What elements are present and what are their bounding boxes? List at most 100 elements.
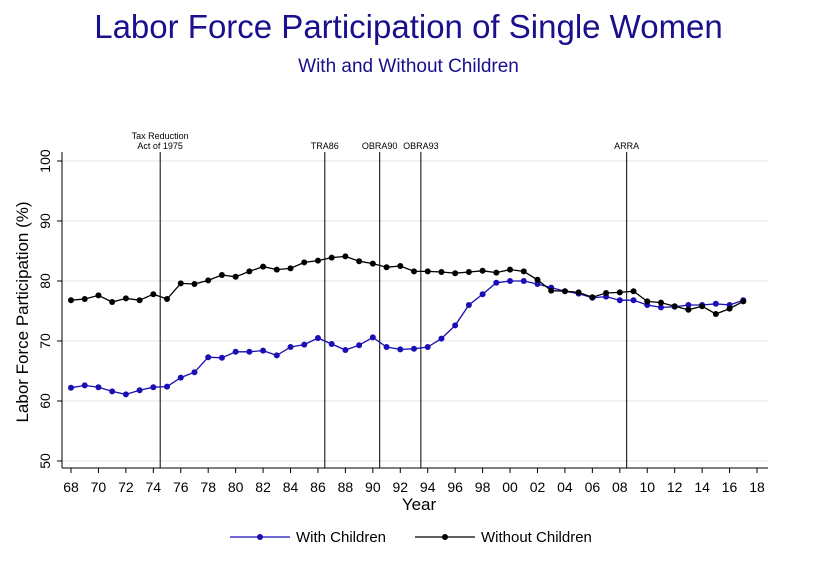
- data-point: [424, 268, 431, 275]
- data-point: [81, 382, 88, 389]
- data-point: [273, 352, 280, 359]
- data-point: [356, 342, 363, 349]
- data-point: [287, 344, 294, 350]
- event-label: OBRA93: [403, 141, 439, 151]
- x-tick-label: 68: [63, 479, 79, 495]
- legend-marker: [257, 534, 263, 540]
- data-point: [95, 384, 102, 391]
- data-point: [369, 260, 376, 267]
- y-ticks: 50 60 70 80 90 100: [37, 149, 62, 469]
- data-point: [164, 296, 171, 302]
- data-point: [328, 254, 335, 261]
- data-point: [561, 288, 568, 295]
- x-tick-label: 08: [612, 479, 628, 495]
- data-point: [287, 265, 294, 272]
- data-point: [726, 305, 733, 312]
- legend-item: Without Children: [415, 529, 592, 546]
- y-tick-label: 70: [37, 333, 53, 349]
- data-point: [122, 391, 129, 398]
- data-point: [685, 302, 692, 308]
- data-point: [122, 295, 129, 302]
- chart-subtitle: With and Without Children: [298, 56, 519, 77]
- data-point: [205, 277, 212, 284]
- data-point: [507, 278, 514, 284]
- data-point: [232, 348, 239, 355]
- event-label: Tax Reduction: [132, 131, 189, 141]
- data-point: [712, 300, 719, 307]
- data-point: [383, 344, 390, 350]
- data-point: [246, 268, 253, 275]
- data-point: [411, 268, 417, 275]
- x-tick-label: 00: [502, 479, 518, 495]
- data-point: [314, 335, 321, 341]
- x-tick-label: 14: [694, 479, 710, 495]
- data-point: [397, 346, 404, 353]
- x-tick-label: 16: [722, 479, 738, 495]
- data-point: [438, 335, 445, 342]
- data-point: [81, 296, 88, 302]
- y-tick-label: 80: [37, 273, 53, 289]
- x-tick-label: 90: [365, 479, 381, 495]
- data-point: [301, 259, 308, 266]
- data-point: [150, 291, 157, 298]
- data-point: [534, 281, 541, 287]
- legend-marker: [442, 534, 448, 540]
- data-point: [109, 299, 116, 305]
- data-point: [520, 268, 527, 275]
- data-point: [657, 304, 664, 311]
- data-point: [218, 272, 225, 278]
- data-point: [328, 341, 335, 347]
- data-point: [438, 269, 445, 275]
- data-point: [507, 266, 514, 273]
- data-point: [314, 257, 321, 264]
- x-tick-label: 92: [392, 479, 408, 495]
- data-point: [465, 302, 472, 308]
- data-point: [232, 273, 239, 280]
- data-point: [383, 264, 390, 271]
- data-point: [699, 303, 706, 310]
- x-tick-label: 12: [667, 479, 683, 495]
- data-point: [479, 267, 486, 274]
- data-point: [218, 354, 225, 361]
- event-label: Act of 1975: [137, 141, 183, 151]
- x-tick-label: 76: [173, 479, 189, 495]
- data-point: [589, 294, 596, 301]
- x-tick-label: 06: [585, 479, 601, 495]
- data-point: [246, 348, 253, 355]
- data-point: [479, 291, 486, 298]
- data-point: [740, 298, 747, 305]
- data-point: [671, 303, 678, 310]
- series-1: [68, 253, 747, 317]
- y-tick-label: 90: [37, 213, 53, 229]
- data-point: [657, 299, 664, 306]
- legend-label: With Children: [296, 529, 386, 546]
- series-0: [68, 278, 747, 398]
- x-tick-label: 70: [91, 479, 107, 495]
- data-point: [260, 347, 267, 354]
- data-point: [411, 345, 417, 352]
- y-axis-title: Labor Force Participation (%): [13, 201, 32, 422]
- data-point: [465, 269, 472, 275]
- x-tick-label: 98: [475, 479, 491, 495]
- data-point: [493, 269, 500, 276]
- x-tick-label: 94: [420, 479, 436, 495]
- data-point: [68, 384, 74, 391]
- event-label: TRA86: [311, 141, 339, 151]
- data-point: [150, 384, 157, 391]
- x-ticks: 68 70 72 74 76 78 80 82 84 86 88 90 92 94 96 98 00 02 04 06…: [63, 468, 765, 495]
- x-tick-label: 74: [146, 479, 162, 495]
- x-tick-label: 88: [338, 479, 354, 495]
- x-tick-label: 78: [200, 479, 216, 495]
- x-tick-label: 18: [749, 479, 765, 495]
- x-tick-label: 96: [447, 479, 463, 495]
- data-point: [424, 344, 431, 350]
- data-point: [630, 288, 637, 295]
- data-point: [616, 289, 623, 296]
- data-point: [136, 387, 143, 394]
- data-point: [616, 297, 623, 304]
- data-point: [177, 280, 184, 287]
- data-point: [164, 383, 171, 390]
- data-point: [630, 297, 637, 304]
- x-tick-label: 84: [283, 479, 299, 495]
- event-label: OBRA90: [362, 141, 398, 151]
